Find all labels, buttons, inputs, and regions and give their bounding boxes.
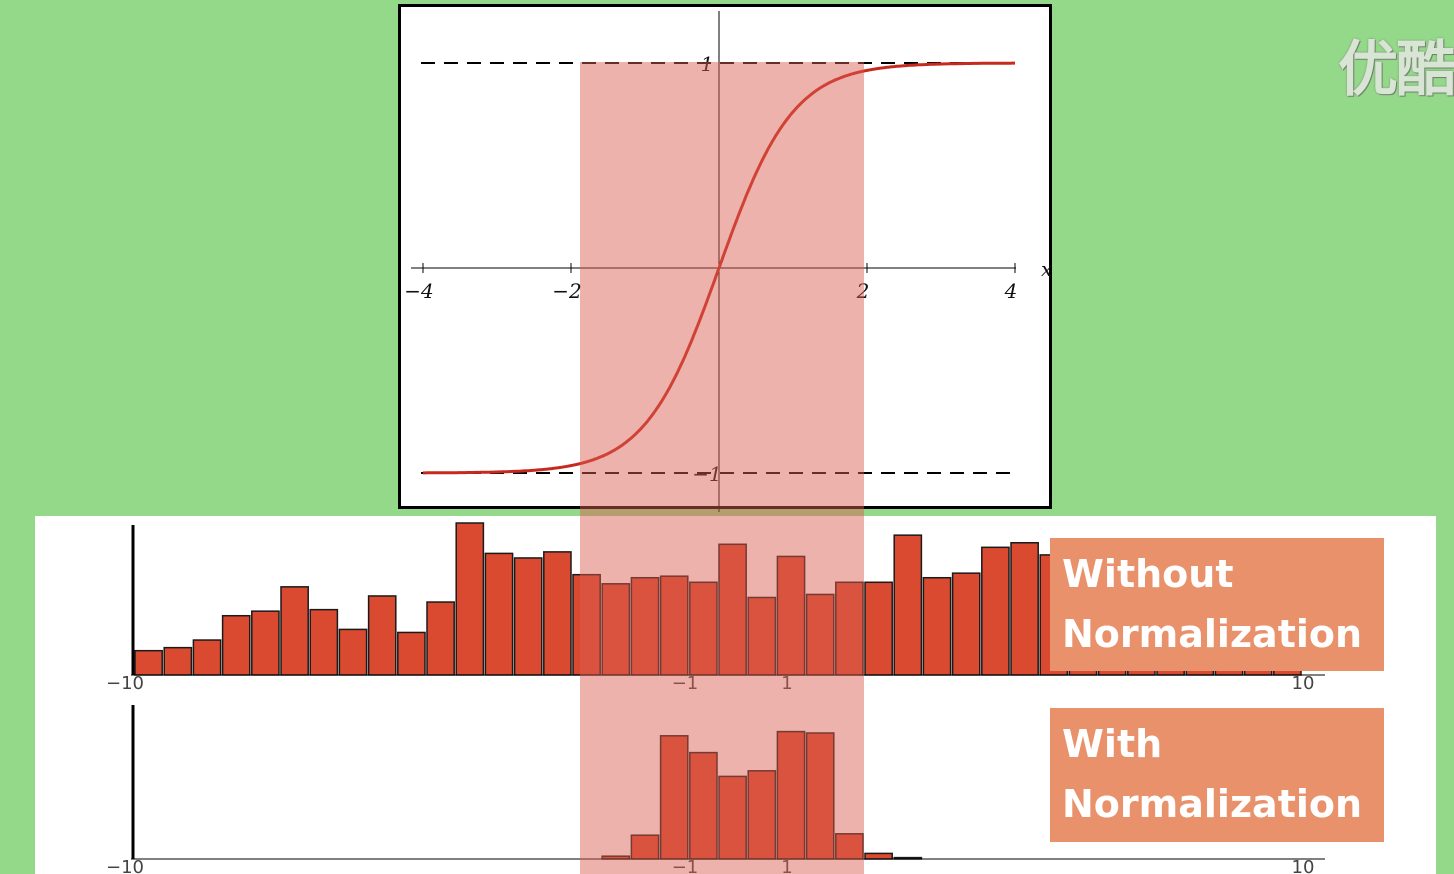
x-tick-label-2: 2 [856, 279, 870, 303]
histogram-1-bar-24 [835, 833, 864, 860]
histogram-1-tick-label-2: 1 [781, 857, 792, 874]
histogram-0-bar-4 [251, 610, 280, 676]
histogram-0-bar-27 [922, 576, 952, 676]
histogram-0-tick-label-0: −10 [106, 673, 144, 694]
histogram-0-bar-21 [747, 596, 777, 676]
histogram-0-bar-3 [221, 614, 251, 676]
histogram-0-bar-26 [893, 534, 923, 676]
histogram-1-tick-label-1: −1 [672, 857, 699, 874]
histogram-1-bar-17 [630, 834, 660, 860]
histogram-0-bar-10 [426, 601, 455, 676]
histogram-0-tick-label-3: 10 [1292, 673, 1315, 694]
histogram-0-bar-24 [835, 581, 864, 676]
histogram-0-bar-0 [134, 649, 163, 676]
x-tick-label-1: −2 [552, 279, 581, 303]
histogram-1-bar-23 [805, 732, 835, 860]
with-normalization-line1: With [1062, 722, 1163, 766]
histogram-0-bar-19 [689, 581, 718, 676]
histogram-0-bar-25 [864, 581, 893, 676]
x-tick-label-0: −4 [404, 279, 433, 303]
histogram-0-bar-20 [718, 543, 747, 676]
watermark-logo: 优酷 [1338, 35, 1454, 105]
without-normalization-label: Without Normalization [1050, 538, 1384, 671]
histogram-0-bar-29 [981, 546, 1010, 676]
y-tick-label-0: 1 [701, 52, 714, 76]
histogram-0-bar-8 [367, 595, 397, 676]
histogram-0-bar-17 [630, 576, 660, 676]
histogram-0-tick-label-2: 1 [781, 673, 792, 694]
histogram-0-bar-5 [280, 586, 309, 676]
x-tick-label-3: 4 [1004, 279, 1018, 303]
tanh-plot-panel: −4 −2 2 4 1 −1 x [398, 4, 1052, 512]
without-normalization-line1: Without [1062, 552, 1234, 596]
x-axis-label: x [1041, 257, 1052, 281]
histogram-0-bar-7 [338, 628, 368, 676]
histogram-0-bar-15 [572, 573, 601, 676]
histogram-1-bar-20 [718, 775, 747, 860]
histogram-0-bar-22 [776, 555, 806, 676]
tanh-chart: −4 −2 2 4 1 −1 x [404, 11, 1052, 512]
histogram-0-bar-11 [455, 522, 485, 676]
histogram-0-bar-12 [484, 552, 514, 676]
histogram-0-bar-23 [805, 593, 835, 676]
histogram-1-tick-label-3: 10 [1292, 857, 1315, 874]
histogram-0-bar-9 [397, 631, 426, 676]
histogram-1-bar-19 [689, 751, 718, 860]
with-normalization-label: With Normalization [1050, 708, 1384, 842]
histogram-0-bar-28 [951, 572, 981, 676]
histogram-1-bar-21 [747, 770, 777, 860]
histogram-0-tick-label-1: −1 [672, 673, 699, 694]
histogram-0-bar-14 [543, 551, 572, 676]
histogram-0-bar-13 [513, 557, 543, 676]
histogram-1-bar-18 [659, 735, 689, 860]
histogram-0-bar-1 [163, 646, 193, 676]
histogram-1-bar-25 [864, 852, 893, 860]
histogram-0-bar-2 [192, 639, 222, 676]
tanh-curve [423, 61, 1015, 475]
histogram-0-bar-6 [309, 608, 339, 676]
y-tick-label-1: −1 [692, 462, 721, 486]
histogram-0-bar-30 [1010, 542, 1039, 676]
histogram-0-bar-16 [601, 583, 631, 676]
histogram-1-bar-22 [776, 730, 806, 860]
with-normalization-line2: Normalization [1062, 782, 1363, 826]
histogram-0-bar-18 [659, 575, 689, 676]
without-normalization-line2: Normalization [1062, 612, 1363, 656]
histogram-1-tick-label-0: −10 [106, 857, 144, 874]
